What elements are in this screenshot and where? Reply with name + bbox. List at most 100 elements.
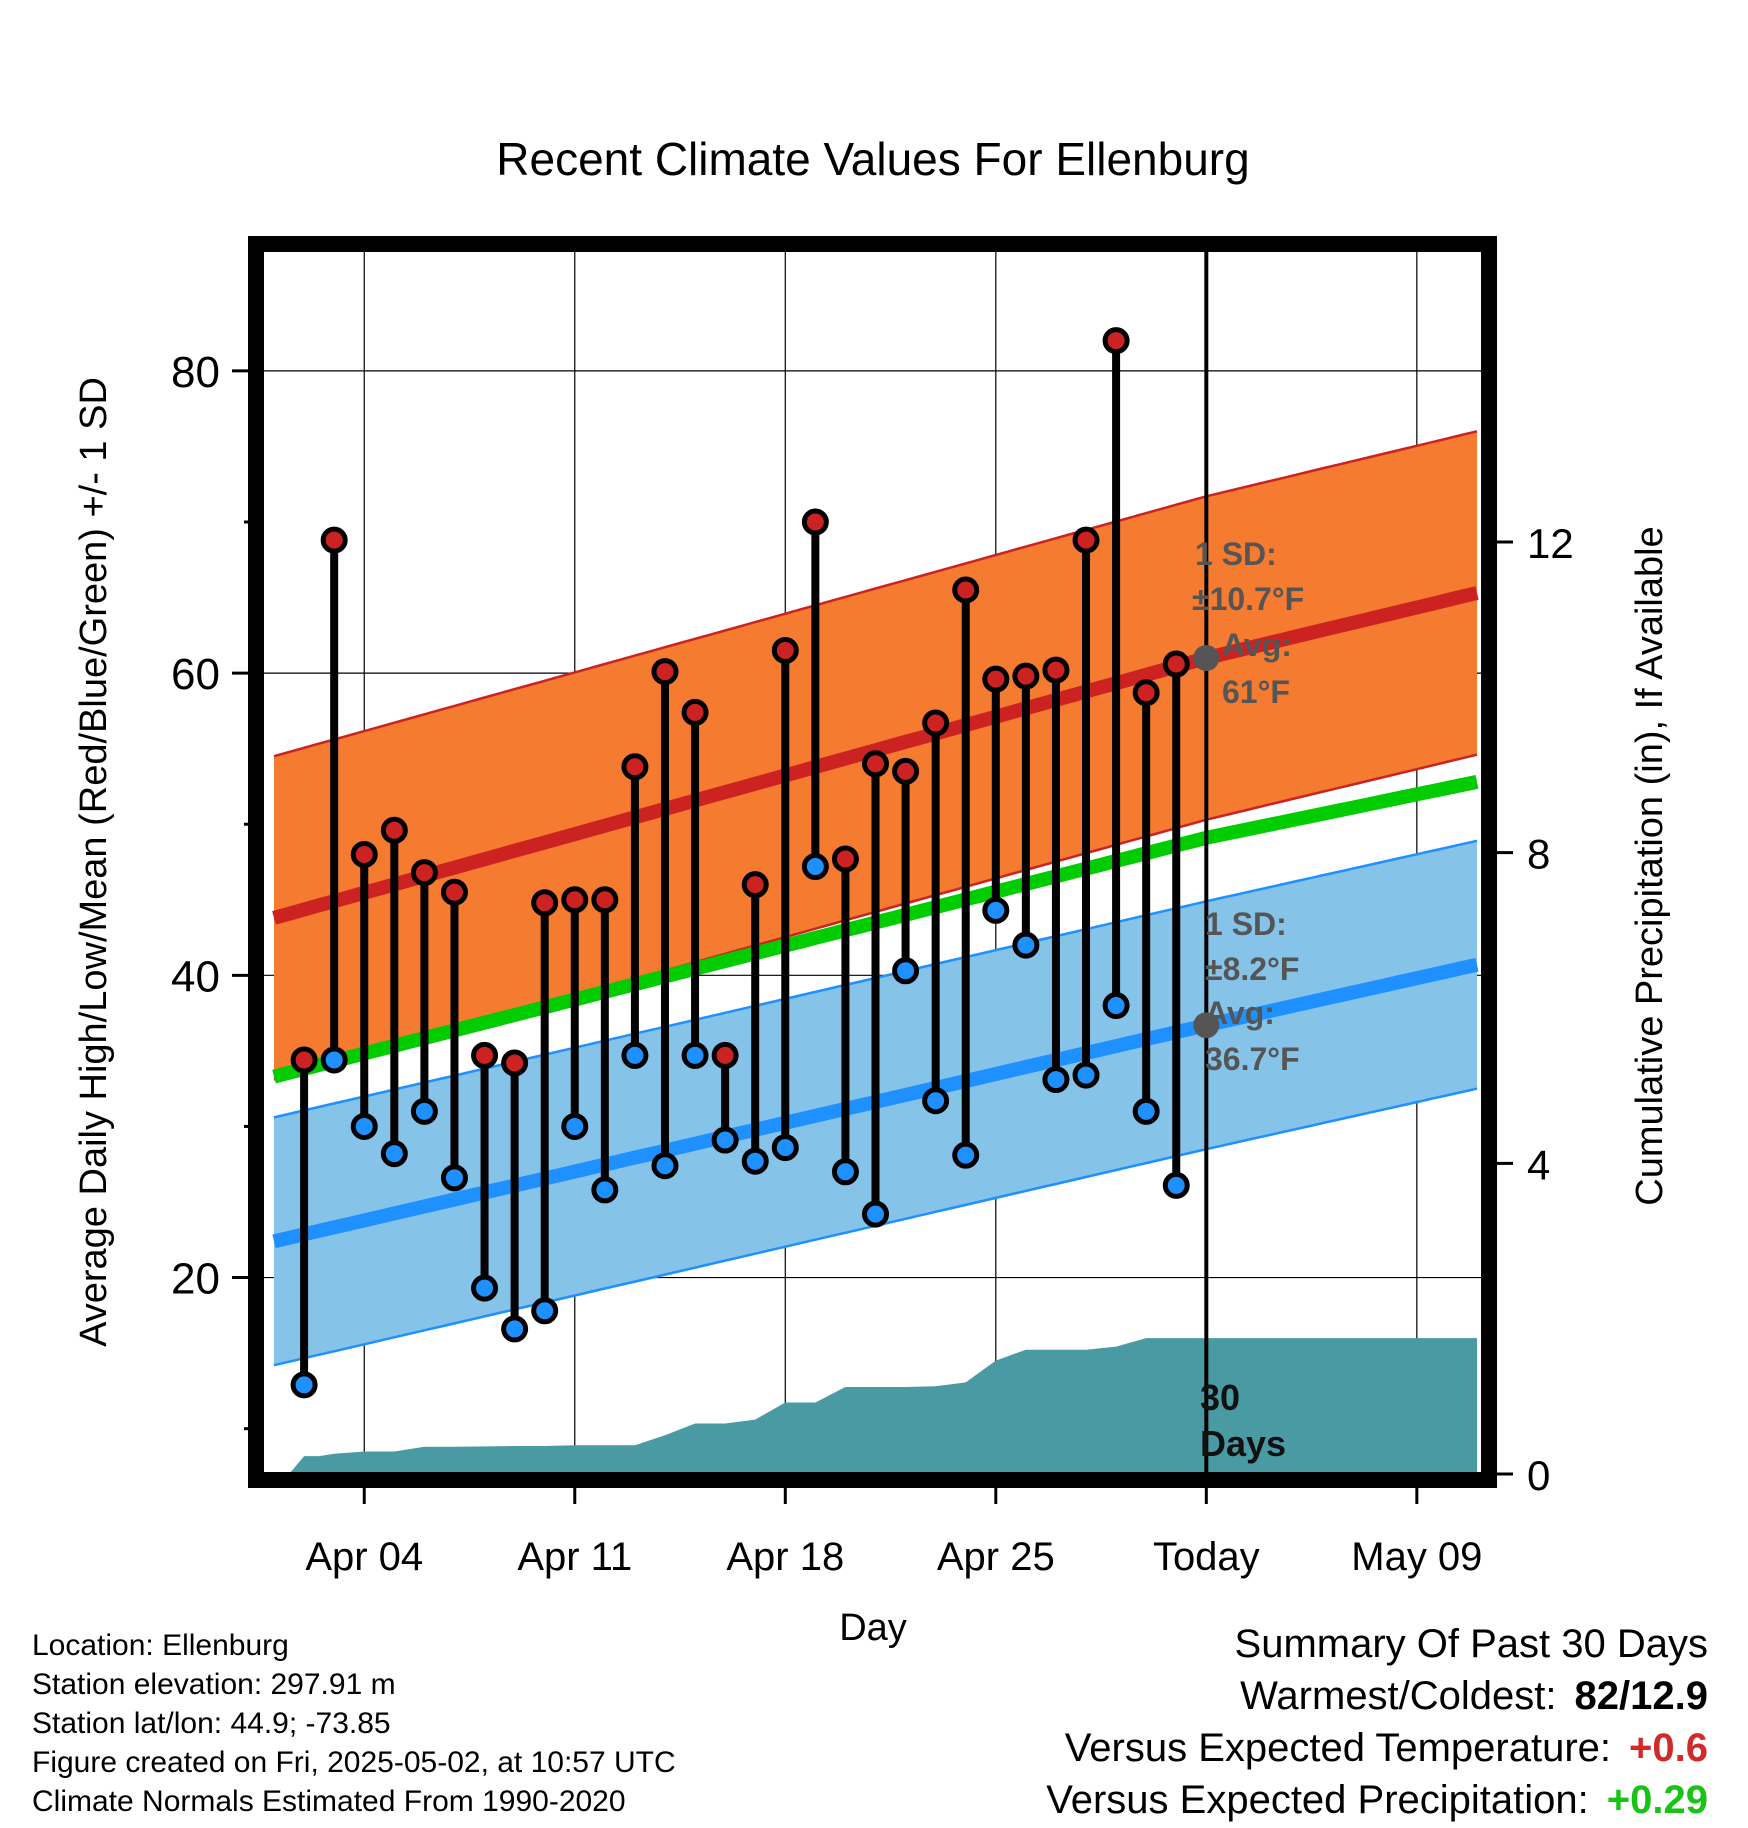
high-point [591,886,619,914]
low-point [440,1164,468,1192]
low-point [801,853,829,881]
high-point [711,1041,739,1069]
low-point [711,1126,739,1154]
high-point [1162,650,1190,678]
high-point [741,871,769,899]
summary-warmest-row: Warmest/Coldest: 82/12.9 [1046,1670,1708,1722]
x-tick-label: Today [1153,1535,1260,1579]
y-tick-label: 60 [171,650,220,699]
high-point [862,750,890,778]
x-tick-label: Apr 25 [937,1535,1055,1579]
temp-value: +0.6 [1629,1726,1708,1770]
today-low-avg-dot [1193,1012,1220,1039]
y2-tick-label: 12 [1527,520,1574,567]
high-point [531,889,559,917]
low-point [771,1134,799,1162]
y2-tick-label: 8 [1527,831,1550,878]
station-info: Location: Ellenburg Station elevation: 2… [32,1626,676,1821]
low-point [982,896,1010,924]
high-point [801,508,829,536]
low-point [1132,1097,1160,1125]
y-axis-label: Average Daily High/Low/Mean (Red/Blue/Gr… [73,377,115,1347]
high-point [410,859,438,887]
x-tick-label: Apr 18 [726,1535,844,1579]
y-tick-label: 80 [171,348,220,397]
high-point [320,526,348,554]
low-point [350,1112,378,1140]
latlon-text: Station lat/lon: 44.9; -73.85 [32,1707,391,1740]
high-sd-value: ±10.7°F [1192,581,1304,617]
low-point [501,1315,529,1343]
high-point [290,1046,318,1074]
high-point [922,709,950,737]
high-point [651,658,679,686]
low-point [1072,1061,1100,1089]
warmest-label: Warmest/Coldest: [1240,1674,1557,1718]
high-point [771,636,799,664]
summary-panel: Summary Of Past 30 Days Warmest/Coldest:… [1046,1618,1708,1826]
created-text: Figure created on Fri, 2025-05-02, at 10… [32,1746,676,1779]
location-text: Location: Ellenburg [32,1629,289,1662]
low-point [531,1297,559,1325]
low-point [741,1147,769,1175]
y2-tick-label: 0 [1527,1452,1550,1499]
y-tick-label: 20 [171,1255,220,1304]
y-tick-label: 40 [171,952,220,1001]
low-point [952,1141,980,1169]
low-point [591,1176,619,1204]
y2-axis-label: Cumulative Precipitation (in), If Availa… [1629,526,1671,1205]
low-point [561,1112,589,1140]
high-sd-upper-line [273,430,1478,758]
low-point [471,1274,499,1302]
elevation-text: Station elevation: 297.91 m [32,1668,396,1701]
plot-frame [248,236,1497,1488]
high-point [440,878,468,906]
low-point [651,1152,679,1180]
today-high-avg-dot [1193,645,1220,671]
high-point [982,665,1010,693]
low-point [831,1158,859,1186]
high-point [501,1049,529,1077]
low-point [862,1200,890,1228]
low-point [1042,1066,1070,1094]
x-tick-label: Apr 11 [517,1535,632,1579]
high-point [350,840,378,868]
low-avg-value: 36.7°F [1205,1041,1300,1077]
high-point [681,698,709,726]
plot-area: 1 SD: ±10.7°F Avg: 61°F 1 SD: ±8.2°F Avg: 36.7°… [262,250,1483,1474]
precip-area [289,1338,1478,1474]
high-normal-line [272,586,1479,925]
low-point [892,957,920,985]
high-sd-label: 1 SD: [1195,536,1277,572]
low-sd-label: 1 SD: [1205,906,1287,942]
low-point [320,1046,348,1074]
low-sd-value: ±8.2°F [1205,951,1299,987]
high-point [1012,662,1040,690]
high-point [952,576,980,604]
low-point [410,1097,438,1125]
high-point [831,845,859,873]
low-point [290,1371,318,1399]
days-word-label: Days [1200,1423,1286,1464]
high-point [1042,656,1070,684]
low-point [681,1041,709,1069]
low-point [1102,992,1130,1020]
high-point [471,1041,499,1069]
low-avg-label: Avg: [1205,995,1275,1031]
summary-precip-row: Versus Expected Precipitation: +0.29 [1046,1774,1708,1826]
precip-label: Versus Expected Precipitation: [1046,1778,1589,1822]
y2-tick-label: 4 [1527,1141,1550,1188]
low-point [621,1041,649,1069]
high-point [621,753,649,781]
high-point [892,757,920,785]
warmest-value: 82/12.9 [1574,1674,1708,1718]
high-avg-value: 61°F [1222,674,1290,710]
temp-label: Versus Expected Temperature: [1064,1726,1612,1770]
summary-title: Summary Of Past 30 Days [1234,1622,1708,1666]
low-point [1162,1171,1190,1199]
low-point [922,1087,950,1115]
x-axis-label: Day [839,1607,907,1649]
high-point [561,886,589,914]
high-avg-label: Avg: [1222,627,1292,663]
